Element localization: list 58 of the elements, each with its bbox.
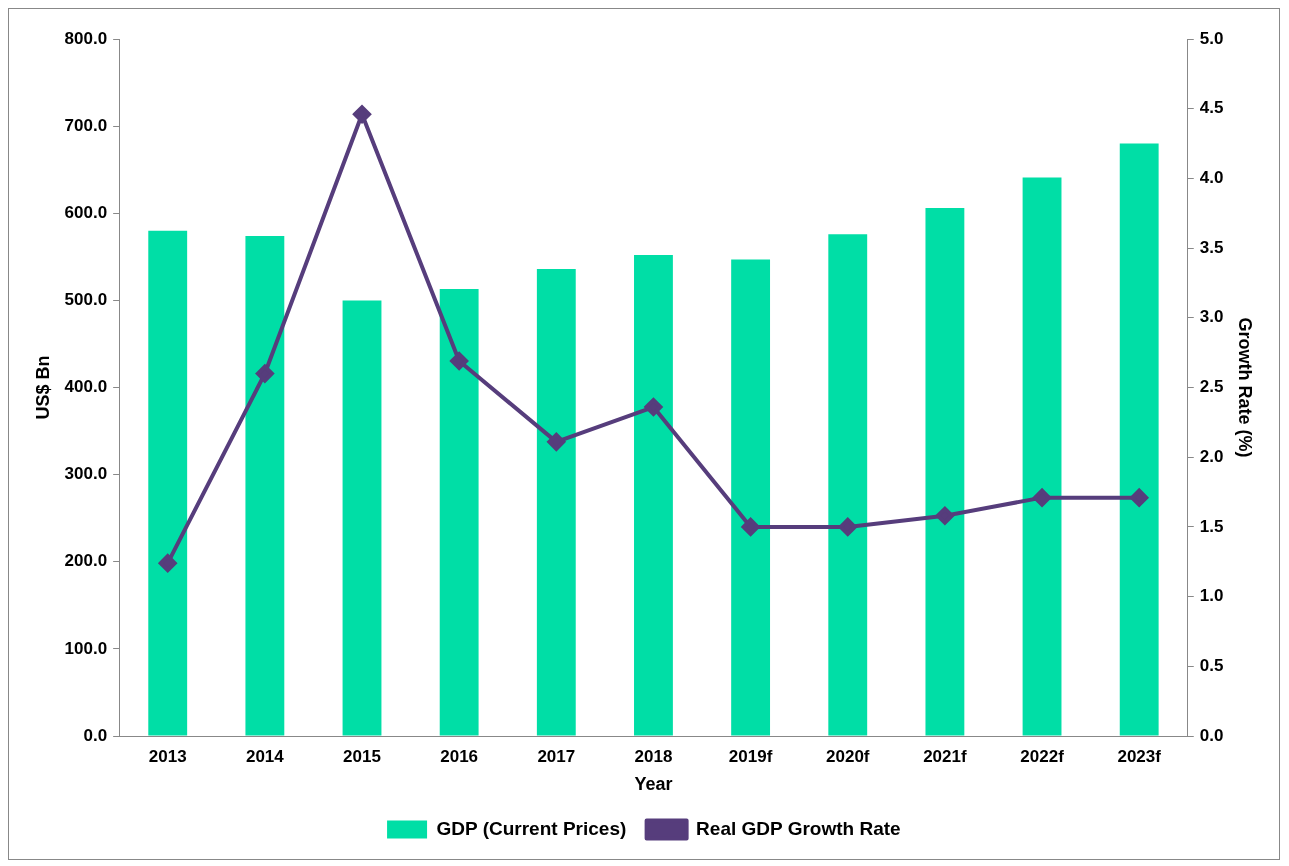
- point: [547, 432, 566, 451]
- point: [255, 364, 274, 383]
- bar: [731, 259, 771, 736]
- point: [644, 398, 663, 417]
- y2-tick-label: 2.0: [1199, 446, 1224, 466]
- y2-tick-label: 3.0: [1199, 307, 1224, 327]
- point: [1130, 488, 1149, 507]
- x-tick-label: 2020f: [826, 746, 870, 766]
- y-tick-label: 200.0: [64, 551, 108, 571]
- x-tick-label: 2019f: [728, 746, 773, 766]
- y2-tick-label: 1.0: [1199, 586, 1224, 606]
- x-tick-label: 2015: [343, 746, 381, 766]
- y-tick-label: 400.0: [64, 377, 108, 397]
- x-tick-label: 2023f: [1117, 746, 1162, 766]
- y-tick-label: 700.0: [64, 115, 108, 135]
- y2-tick-label: 3.5: [1199, 237, 1224, 257]
- y-tick-label: 800.0: [64, 28, 108, 48]
- point: [741, 517, 760, 536]
- point: [353, 105, 372, 124]
- x-tick-label: 2014: [245, 746, 285, 766]
- bar: [634, 255, 673, 736]
- x-tick-label: 2017: [537, 746, 576, 766]
- point: [1033, 488, 1052, 507]
- x-tick-label: 2013: [148, 746, 187, 766]
- y2-tick-label: 1.5: [1199, 516, 1224, 536]
- x-tick-label: 2021f: [923, 746, 967, 766]
- y-tick-label: 0.0: [83, 725, 108, 745]
- y-tick-label: 600.0: [64, 202, 108, 222]
- point: [450, 352, 469, 371]
- y-tick-label: 500.0: [64, 290, 108, 310]
- bar: [1022, 177, 1062, 736]
- point: [838, 517, 857, 536]
- y2-tick-label: 0.5: [1199, 655, 1224, 675]
- x-tick-label: 2018: [634, 746, 673, 766]
- bar: [245, 235, 285, 736]
- bar: [536, 269, 576, 736]
- x-tick-label: 2022f: [1020, 746, 1065, 766]
- y2-tick-label: 2.5: [1199, 377, 1224, 397]
- point: [158, 554, 177, 573]
- point: [935, 506, 954, 525]
- bar: [925, 208, 965, 736]
- bar: [342, 300, 382, 736]
- bar: [439, 289, 479, 736]
- x-axis-title: Year: [634, 774, 673, 795]
- y-tick-label: 100.0: [64, 638, 108, 658]
- y-tick-label: 300.0: [64, 464, 108, 484]
- y-axis-title: US$ Bn: [32, 355, 53, 420]
- y2-axis-title: Growth Rate (%): [1235, 317, 1256, 458]
- bar: [148, 230, 188, 736]
- y2-tick-label: 0.0: [1199, 725, 1224, 745]
- legend-label: Real GDP Growth Rate: [696, 817, 901, 839]
- legend-label: GDP (Current Prices): [436, 817, 627, 839]
- y2-tick-label: 4.0: [1199, 168, 1224, 188]
- bar: [828, 234, 868, 736]
- y2-tick-label: 5.0: [1199, 28, 1224, 48]
- bar: [1119, 143, 1159, 736]
- y2-tick-label: 4.5: [1199, 98, 1224, 118]
- x-tick-label: 2016: [440, 746, 479, 766]
